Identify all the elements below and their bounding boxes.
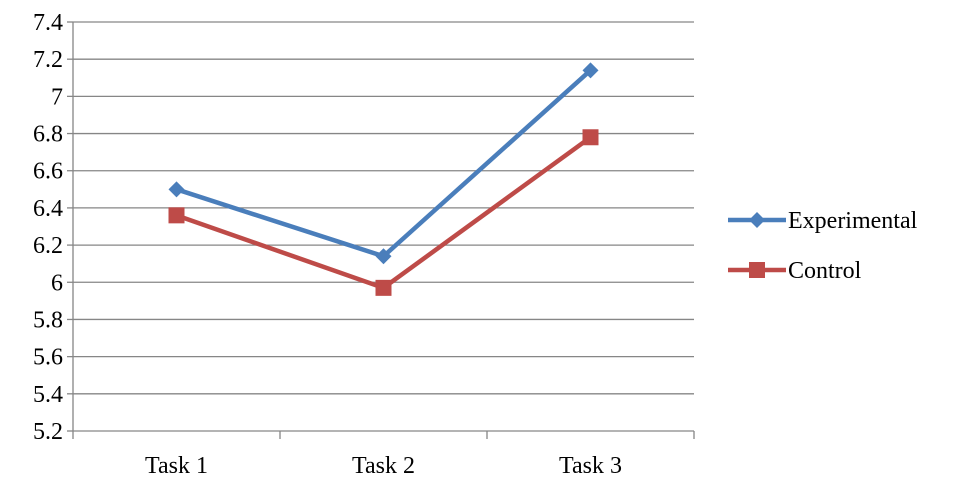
axes bbox=[67, 21, 695, 439]
data-point-experimental bbox=[168, 181, 185, 198]
y-axis-tick-label: 7.4 bbox=[33, 10, 63, 36]
x-axis-tick-label: Task 3 bbox=[559, 453, 622, 478]
y-axis-tick-label: 5.6 bbox=[33, 345, 63, 371]
x-axis-tick-label: Task 2 bbox=[352, 453, 415, 478]
legend-marker-control bbox=[749, 262, 765, 278]
legend-label-experimental: Experimental bbox=[788, 208, 918, 234]
y-axis-tick-label: 6.6 bbox=[33, 159, 63, 185]
data-point-control bbox=[375, 279, 392, 296]
y-axis-tick-label: 5.2 bbox=[33, 419, 63, 445]
data-point-control bbox=[582, 129, 599, 146]
y-axis-tick-label: 6.4 bbox=[33, 196, 63, 222]
legend: Experimental Control bbox=[728, 208, 918, 284]
x-axis-tick-label: Task 1 bbox=[145, 453, 208, 478]
legend-marker-experimental bbox=[749, 212, 765, 228]
y-axis-tick-label: 6.2 bbox=[33, 233, 63, 259]
y-axis-tick-label: 5.4 bbox=[33, 382, 63, 408]
gridlines bbox=[73, 21, 694, 395]
data-point-experimental bbox=[582, 62, 599, 79]
legend-label-control: Control bbox=[788, 258, 862, 284]
y-axis-tick-label: 7.2 bbox=[33, 47, 63, 73]
y-axis-tick-label: 7 bbox=[51, 84, 63, 110]
series-line-experimental bbox=[174, 68, 593, 259]
series-line-control bbox=[174, 135, 593, 291]
series-lines bbox=[168, 62, 599, 296]
x-axis-tick-labels: Task 1 Task 2 Task 3 bbox=[145, 453, 622, 478]
y-axis-tick-label: 5.8 bbox=[33, 307, 63, 333]
y-axis-tick-labels: 5.2 5.4 5.6 5.8 6 6.2 6.4 6.6 6.8 7 7.2 7.4 bbox=[33, 10, 63, 445]
data-point-control bbox=[168, 207, 185, 224]
data-point-experimental bbox=[375, 248, 392, 265]
y-axis-tick-label: 6.8 bbox=[33, 122, 63, 148]
y-axis-tick-label: 6 bbox=[51, 270, 63, 296]
